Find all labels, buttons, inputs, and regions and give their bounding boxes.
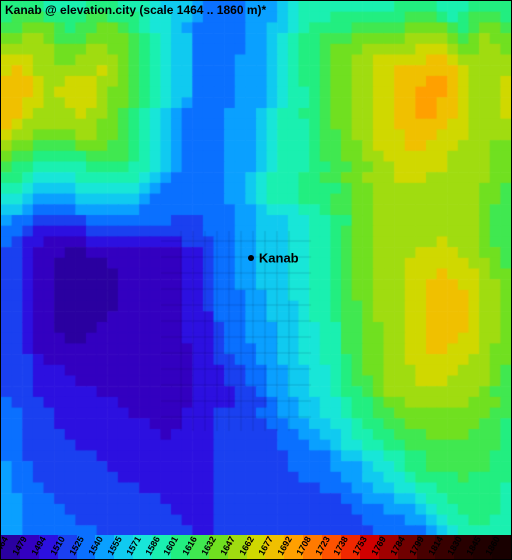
city-marker-label: Kanab (259, 250, 299, 265)
city-marker-dot (248, 255, 254, 261)
legend-value: 1464 (0, 535, 10, 557)
elevation-map-frame: Kanab @ elevation.city (scale 1464 .. 18… (0, 0, 512, 560)
elevation-legend: 1464147914941510152515401555157115861601… (1, 535, 511, 559)
elevation-heatmap (1, 1, 511, 536)
map-title: Kanab @ elevation.city (scale 1464 .. 18… (5, 3, 266, 17)
legend-swatch: 1860 (492, 535, 511, 559)
